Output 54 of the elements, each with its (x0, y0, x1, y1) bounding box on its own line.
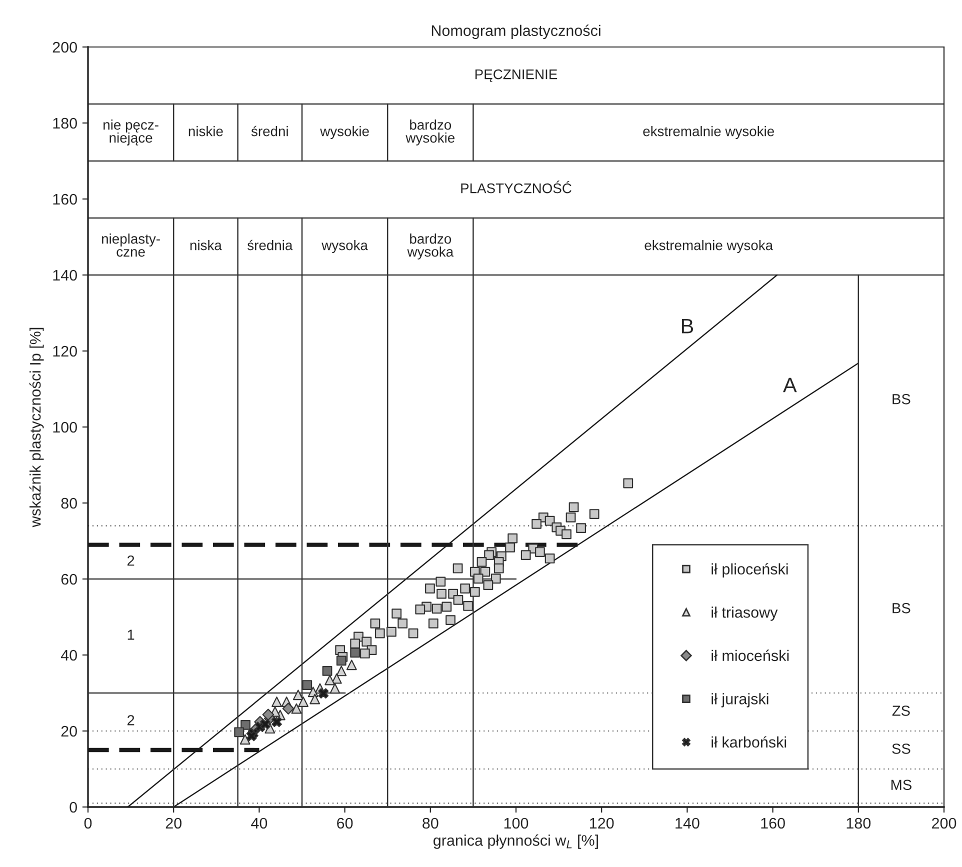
x-tick-label: 60 (337, 818, 353, 829)
y-tick-label: 60 (61, 574, 77, 585)
y-tick-label: 140 (53, 270, 77, 281)
x-tick-label: 100 (504, 818, 528, 829)
x-tick-label: 180 (846, 818, 871, 829)
annotation: BS (892, 394, 910, 404)
x-tick-label: 20 (166, 818, 182, 829)
annotation: średnia (248, 240, 293, 250)
x-tick-label: 40 (251, 818, 268, 829)
legend-label: ił triasowy (712, 606, 778, 621)
x-tick-label: 80 (422, 818, 438, 829)
y-tick-label: 20 (61, 726, 77, 737)
annotation: niskie (188, 126, 223, 136)
annotation: PĘCZNIENIE (475, 69, 558, 82)
annotation: 1 (128, 630, 134, 640)
legend-label: ił mioceński (712, 650, 789, 662)
legend-label: ił plioceński (712, 563, 788, 578)
annotation: nie pęcz- niejące (104, 120, 158, 146)
annotation: 2 (127, 715, 134, 726)
annotation: 2 (127, 555, 134, 566)
y-tick-label: 40 (60, 650, 77, 661)
annotation: średni (251, 126, 288, 136)
legend-label: ił jurajski (712, 693, 768, 708)
annotation: ekstremalnie wysokie (643, 126, 774, 139)
legend-label: ił karboński (712, 736, 786, 748)
x-tick-label: 0 (84, 818, 92, 829)
annotation: wysokie (320, 126, 369, 139)
x-tick-label: 160 (761, 818, 785, 829)
y-tick-label: 100 (53, 422, 77, 433)
annotation: niska (190, 240, 222, 250)
annotation: bardzo wysoka (407, 234, 454, 260)
x-tick-label: 140 (676, 818, 700, 829)
annotation: ZS (892, 706, 910, 716)
y-tick-label: 120 (53, 346, 77, 357)
annotation: SS (892, 744, 910, 754)
y-axis-title: wskaźnik plastyczności Ip [%] (29, 328, 44, 528)
x-tick-label: 120 (590, 818, 614, 829)
annotation: wysoka (322, 240, 368, 253)
annotation: ekstremalnie wysoka (644, 240, 774, 253)
annotation: BS (892, 602, 910, 614)
y-tick-label: 200 (52, 42, 77, 53)
annotation: B (682, 318, 694, 334)
y-tick-label: 180 (53, 118, 77, 129)
x-axis-title: granica płynności w$_{L}$ [%] (434, 834, 598, 849)
y-tick-label: 80 (61, 498, 77, 509)
chart-title: Nomogram plastyczności (432, 24, 600, 40)
y-tick-label: 0 (70, 802, 77, 813)
annotation: MS (891, 780, 912, 790)
annotation: nieplasty- czne (102, 234, 160, 257)
annotation: A (783, 378, 797, 392)
annotation: PLASTYCZNOŚĆ (461, 180, 572, 194)
annotation: bardzo wysokie (406, 120, 454, 146)
x-tick-label: 200 (932, 818, 956, 829)
y-tick-label: 160 (53, 194, 77, 205)
